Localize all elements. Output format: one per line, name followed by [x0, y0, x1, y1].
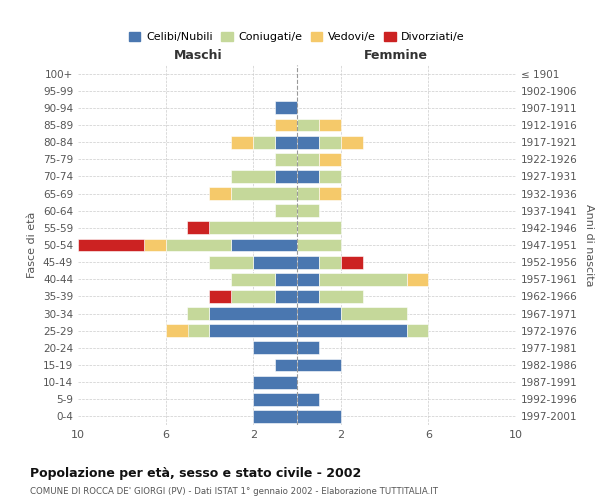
Bar	[209, 187, 232, 200]
Bar	[297, 222, 341, 234]
Bar	[297, 118, 319, 132]
Bar	[407, 273, 428, 285]
Bar	[144, 238, 166, 252]
Bar	[253, 136, 275, 148]
Bar	[275, 358, 297, 372]
Bar	[253, 376, 297, 388]
Bar	[232, 170, 275, 183]
Bar	[297, 342, 319, 354]
Bar	[297, 307, 341, 320]
Bar	[319, 273, 407, 285]
Bar	[209, 324, 297, 337]
Bar	[297, 238, 341, 252]
Bar	[209, 222, 297, 234]
Bar	[275, 153, 297, 166]
Y-axis label: Anni di nascita: Anni di nascita	[584, 204, 594, 286]
Bar	[275, 273, 297, 285]
Bar	[319, 118, 341, 132]
Bar	[232, 136, 253, 148]
Bar	[297, 204, 319, 217]
Text: Femmine: Femmine	[364, 48, 428, 62]
Text: COMUNE DI ROCCA DE' GIORGI (PV) - Dati ISTAT 1° gennaio 2002 - Elaborazione TUTT: COMUNE DI ROCCA DE' GIORGI (PV) - Dati I…	[30, 488, 438, 496]
Bar	[297, 136, 319, 148]
Bar	[297, 290, 319, 303]
Bar	[319, 187, 341, 200]
Bar	[319, 136, 341, 148]
Bar	[78, 238, 144, 252]
Bar	[297, 153, 319, 166]
Bar	[253, 256, 297, 268]
Text: Popolazione per età, sesso e stato civile - 2002: Popolazione per età, sesso e stato civil…	[30, 468, 361, 480]
Bar	[319, 290, 362, 303]
Bar	[166, 324, 187, 337]
Bar	[407, 324, 428, 337]
Bar	[187, 324, 209, 337]
Bar	[319, 256, 341, 268]
Text: Maschi: Maschi	[174, 48, 223, 62]
Bar	[187, 307, 209, 320]
Bar	[275, 102, 297, 114]
Bar	[275, 136, 297, 148]
Bar	[297, 393, 319, 406]
Bar	[297, 410, 341, 423]
Bar	[297, 324, 407, 337]
Bar	[297, 170, 319, 183]
Bar	[209, 290, 232, 303]
Bar	[209, 307, 297, 320]
Bar	[275, 170, 297, 183]
Bar	[319, 153, 341, 166]
Bar	[253, 410, 297, 423]
Bar	[232, 187, 297, 200]
Bar	[341, 136, 362, 148]
Bar	[166, 238, 232, 252]
Bar	[341, 256, 362, 268]
Bar	[297, 256, 319, 268]
Bar	[275, 204, 297, 217]
Bar	[319, 170, 341, 183]
Bar	[275, 118, 297, 132]
Bar	[341, 307, 407, 320]
Bar	[187, 222, 209, 234]
Bar	[232, 273, 275, 285]
Bar	[297, 273, 319, 285]
Bar	[297, 187, 319, 200]
Bar	[253, 393, 297, 406]
Bar	[253, 342, 297, 354]
Bar	[297, 358, 341, 372]
Bar	[232, 238, 297, 252]
Legend: Celibi/Nubili, Coniugati/e, Vedovi/e, Divorziati/e: Celibi/Nubili, Coniugati/e, Vedovi/e, Di…	[125, 28, 469, 46]
Bar	[209, 256, 253, 268]
Bar	[232, 290, 275, 303]
Bar	[275, 290, 297, 303]
Y-axis label: Fasce di età: Fasce di età	[28, 212, 37, 278]
